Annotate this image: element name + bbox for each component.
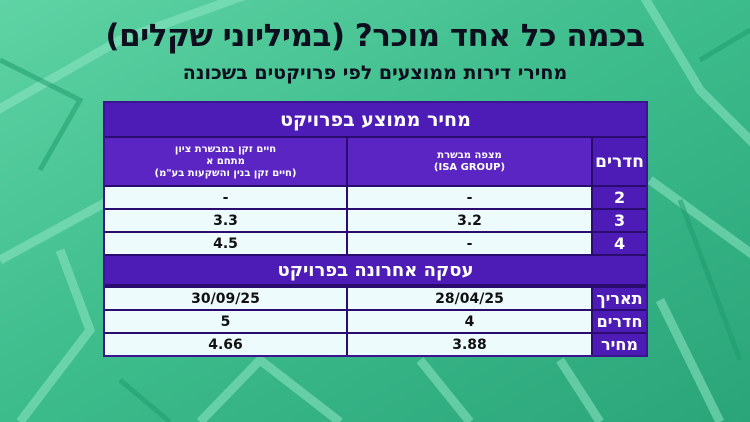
table-row: חדרים 4 5: [105, 309, 646, 332]
project2-price: 3.3: [105, 210, 346, 231]
project1-price: -: [346, 233, 591, 254]
page-title: בכמה כל אחד מוכר? (במיליוני שקלים): [105, 18, 645, 54]
project1-name: מצפה מבשרת: [437, 149, 502, 161]
row-label: חדרים: [591, 311, 646, 332]
price-table: מחיר ממוצע בפרויקט חדרים מצפה מבשרת (ISA…: [103, 101, 648, 357]
project2-price: 4.5: [105, 233, 346, 254]
row-label: מחיר: [591, 334, 646, 355]
project1-value: 3.88: [346, 334, 591, 355]
project2-name: חיים זקן במבשרת ציון: [174, 143, 277, 155]
project1-column-header: מצפה מבשרת (ISA GROUP): [346, 138, 591, 185]
project1-price: 3.2: [346, 210, 591, 231]
project2-price: -: [105, 187, 346, 208]
table-row: 3 3.2 3.3: [105, 208, 646, 231]
table-row: 2 - -: [105, 185, 646, 208]
rooms-label: 2: [591, 187, 646, 208]
project2-value: 30/09/25: [105, 288, 346, 309]
project2-value: 4.66: [105, 334, 346, 355]
table-header-row: חדרים מצפה מבשרת (ISA GROUP) חיים זקן במ…: [105, 138, 646, 185]
project2-subname: מתחם א: [206, 155, 245, 167]
section-avg-title: מחיר ממוצע בפרויקט: [105, 103, 646, 138]
project2-value: 5: [105, 311, 346, 332]
project2-column-header: חיים זקן במבשרת ציון מתחם א (חיים זקן בנ…: [105, 138, 346, 185]
table-row: תאריך 28/04/25 30/09/25: [105, 286, 646, 309]
project1-developer: (ISA GROUP): [433, 161, 506, 173]
table-row: 4 - 4.5: [105, 231, 646, 254]
rooms-label: 4: [591, 233, 646, 254]
section-last-title: עסקה אחרונה בפרויקט: [105, 256, 646, 286]
project1-value: 28/04/25: [346, 288, 591, 309]
page-subtitle: מחירי דירות ממוצעים לפי פרויקטים בשכונה: [182, 62, 568, 84]
table-row: מחיר 3.88 4.66: [105, 332, 646, 355]
project1-value: 4: [346, 311, 591, 332]
rooms-column-header: חדרים: [591, 138, 646, 185]
row-label: תאריך: [591, 288, 646, 309]
project1-price: -: [346, 187, 591, 208]
rooms-label: 3: [591, 210, 646, 231]
project2-developer: (חיים זקן בנין והשקעות בע"מ): [154, 167, 297, 179]
